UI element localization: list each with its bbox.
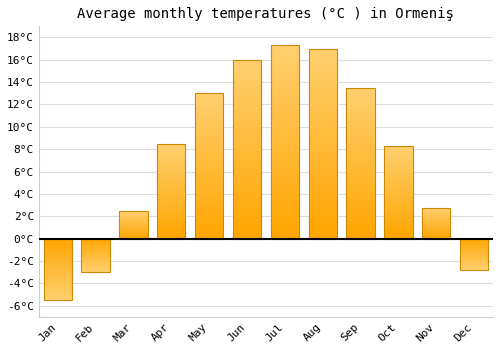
Bar xyxy=(44,239,72,300)
Bar xyxy=(422,208,450,239)
Bar xyxy=(270,45,299,239)
Bar xyxy=(233,60,261,239)
Bar xyxy=(157,144,186,239)
Bar xyxy=(346,88,375,239)
Title: Average monthly temperatures (°C ) in Ormeniş: Average monthly temperatures (°C ) in Or… xyxy=(78,7,454,21)
Bar xyxy=(82,239,110,272)
Bar xyxy=(308,49,337,239)
Bar xyxy=(460,239,488,270)
Bar xyxy=(384,146,412,239)
Bar xyxy=(195,93,224,239)
Bar xyxy=(119,211,148,239)
